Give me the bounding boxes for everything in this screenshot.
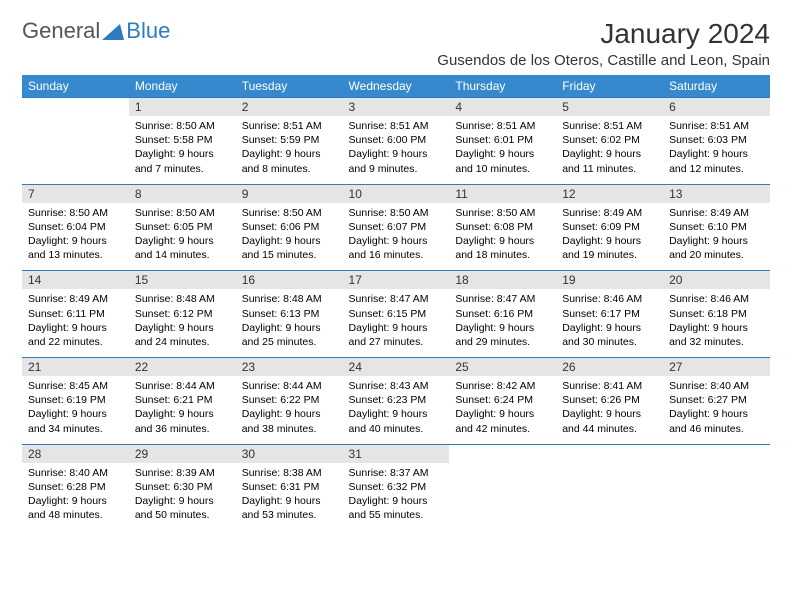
month-title: January 2024 [437,18,770,50]
header: General Blue January 2024 Gusendos de lo… [22,18,770,69]
day-detail: Sunrise: 8:44 AM Sunset: 6:21 PM Dayligh… [129,376,236,444]
day-header: Thursday [449,75,556,98]
day-number: 16 [236,271,343,290]
day-number: 29 [129,444,236,463]
day-detail: Sunrise: 8:49 AM Sunset: 6:10 PM Dayligh… [663,203,770,271]
day-number: 17 [343,271,450,290]
day-detail: Sunrise: 8:40 AM Sunset: 6:28 PM Dayligh… [22,463,129,531]
day-detail: Sunrise: 8:46 AM Sunset: 6:18 PM Dayligh… [663,289,770,357]
day-number: 27 [663,358,770,377]
day-detail: Sunrise: 8:44 AM Sunset: 6:22 PM Dayligh… [236,376,343,444]
day-detail: Sunrise: 8:51 AM Sunset: 6:01 PM Dayligh… [449,116,556,184]
day-header: Saturday [663,75,770,98]
day-number: 1 [129,98,236,117]
day-number: 12 [556,184,663,203]
day-number [663,444,770,463]
day-header: Sunday [22,75,129,98]
calendar-body: 123456Sunrise: 8:50 AM Sunset: 5:58 PM D… [22,98,770,531]
day-detail: Sunrise: 8:51 AM Sunset: 6:03 PM Dayligh… [663,116,770,184]
day-detail: Sunrise: 8:40 AM Sunset: 6:27 PM Dayligh… [663,376,770,444]
day-number: 25 [449,358,556,377]
day-number: 22 [129,358,236,377]
day-number: 2 [236,98,343,117]
day-number: 21 [22,358,129,377]
day-detail: Sunrise: 8:50 AM Sunset: 6:08 PM Dayligh… [449,203,556,271]
day-number-row: 14151617181920 [22,271,770,290]
logo-text-blue: Blue [126,18,170,44]
day-detail: Sunrise: 8:43 AM Sunset: 6:23 PM Dayligh… [343,376,450,444]
day-detail: Sunrise: 8:50 AM Sunset: 6:06 PM Dayligh… [236,203,343,271]
day-header: Friday [556,75,663,98]
day-number [556,444,663,463]
day-number: 5 [556,98,663,117]
day-detail: Sunrise: 8:48 AM Sunset: 6:13 PM Dayligh… [236,289,343,357]
day-detail-row: Sunrise: 8:40 AM Sunset: 6:28 PM Dayligh… [22,463,770,531]
day-detail: Sunrise: 8:41 AM Sunset: 6:26 PM Dayligh… [556,376,663,444]
day-detail: Sunrise: 8:45 AM Sunset: 6:19 PM Dayligh… [22,376,129,444]
title-block: January 2024 Gusendos de los Oteros, Cas… [437,18,770,69]
day-number-row: 123456 [22,98,770,117]
day-detail-row: Sunrise: 8:49 AM Sunset: 6:11 PM Dayligh… [22,289,770,357]
day-number: 19 [556,271,663,290]
day-detail: Sunrise: 8:49 AM Sunset: 6:11 PM Dayligh… [22,289,129,357]
day-detail-row: Sunrise: 8:50 AM Sunset: 5:58 PM Dayligh… [22,116,770,184]
day-detail: Sunrise: 8:46 AM Sunset: 6:17 PM Dayligh… [556,289,663,357]
day-number: 13 [663,184,770,203]
calendar-table: Sunday Monday Tuesday Wednesday Thursday… [22,75,770,530]
day-number: 31 [343,444,450,463]
day-detail: Sunrise: 8:51 AM Sunset: 6:00 PM Dayligh… [343,116,450,184]
day-number: 14 [22,271,129,290]
day-number: 3 [343,98,450,117]
day-number: 8 [129,184,236,203]
day-number: 6 [663,98,770,117]
day-detail: Sunrise: 8:50 AM Sunset: 5:58 PM Dayligh… [129,116,236,184]
day-number [22,98,129,117]
day-detail: Sunrise: 8:47 AM Sunset: 6:15 PM Dayligh… [343,289,450,357]
day-detail: Sunrise: 8:39 AM Sunset: 6:30 PM Dayligh… [129,463,236,531]
day-detail: Sunrise: 8:47 AM Sunset: 6:16 PM Dayligh… [449,289,556,357]
day-number: 10 [343,184,450,203]
day-detail: Sunrise: 8:48 AM Sunset: 6:12 PM Dayligh… [129,289,236,357]
day-number: 28 [22,444,129,463]
day-number: 18 [449,271,556,290]
day-number: 30 [236,444,343,463]
day-number: 7 [22,184,129,203]
logo: General Blue [22,18,170,44]
day-number-row: 78910111213 [22,184,770,203]
day-detail [449,463,556,531]
day-number: 24 [343,358,450,377]
day-number: 15 [129,271,236,290]
day-header: Tuesday [236,75,343,98]
day-header-row: Sunday Monday Tuesday Wednesday Thursday… [22,75,770,98]
day-number [449,444,556,463]
day-detail: Sunrise: 8:38 AM Sunset: 6:31 PM Dayligh… [236,463,343,531]
day-detail: Sunrise: 8:50 AM Sunset: 6:05 PM Dayligh… [129,203,236,271]
day-number: 20 [663,271,770,290]
day-detail: Sunrise: 8:49 AM Sunset: 6:09 PM Dayligh… [556,203,663,271]
day-number: 9 [236,184,343,203]
day-detail: Sunrise: 8:50 AM Sunset: 6:04 PM Dayligh… [22,203,129,271]
day-number-row: 28293031 [22,444,770,463]
day-detail: Sunrise: 8:50 AM Sunset: 6:07 PM Dayligh… [343,203,450,271]
day-number-row: 21222324252627 [22,358,770,377]
logo-triangle-icon [102,22,124,40]
day-number: 26 [556,358,663,377]
day-detail-row: Sunrise: 8:50 AM Sunset: 6:04 PM Dayligh… [22,203,770,271]
day-number: 4 [449,98,556,117]
day-header: Wednesday [343,75,450,98]
day-detail [22,116,129,184]
day-detail: Sunrise: 8:51 AM Sunset: 6:02 PM Dayligh… [556,116,663,184]
logo-text-general: General [22,18,100,44]
day-detail [556,463,663,531]
day-detail [663,463,770,531]
day-number: 11 [449,184,556,203]
day-detail: Sunrise: 8:37 AM Sunset: 6:32 PM Dayligh… [343,463,450,531]
day-detail: Sunrise: 8:42 AM Sunset: 6:24 PM Dayligh… [449,376,556,444]
day-number: 23 [236,358,343,377]
day-detail: Sunrise: 8:51 AM Sunset: 5:59 PM Dayligh… [236,116,343,184]
day-header: Monday [129,75,236,98]
day-detail-row: Sunrise: 8:45 AM Sunset: 6:19 PM Dayligh… [22,376,770,444]
location: Gusendos de los Oteros, Castille and Leo… [437,52,770,69]
